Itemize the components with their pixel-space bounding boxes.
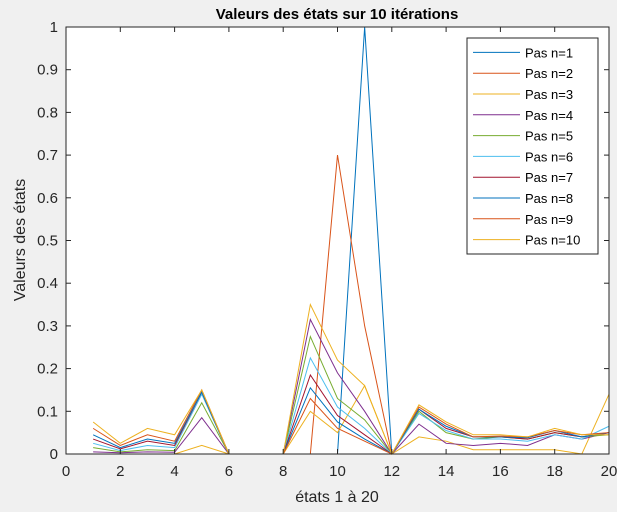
series-line-10 bbox=[92, 302, 609, 456]
y-tick-label: 0.3 bbox=[37, 318, 58, 335]
legend-label-5: Pas n=5 bbox=[525, 129, 573, 144]
x-tick-label: 16 bbox=[492, 463, 509, 480]
y-tick-label: 1 bbox=[50, 19, 58, 36]
legend-box bbox=[466, 37, 599, 255]
x-axis-label: états 1 à 20 bbox=[295, 489, 379, 506]
y-tick-label: 0.2 bbox=[37, 361, 58, 378]
legend-label-6: Pas n=6 bbox=[525, 149, 573, 164]
y-tick-label: 0.6 bbox=[37, 190, 58, 207]
legend-label-9: Pas n=9 bbox=[525, 212, 573, 227]
legend-label-8: Pas n=8 bbox=[525, 191, 573, 206]
x-tick-label: 14 bbox=[438, 463, 455, 480]
x-tick-label: 20 bbox=[601, 463, 617, 480]
chart-title: Valeurs des états sur 10 itérations bbox=[216, 6, 459, 23]
series-line-4 bbox=[93, 317, 610, 455]
series-line-8 bbox=[92, 386, 610, 455]
x-tick-label: 6 bbox=[225, 463, 233, 480]
legend-label-2: Pas n=2 bbox=[525, 66, 573, 81]
x-tick-label: 2 bbox=[116, 463, 124, 480]
y-tick-label: 0 bbox=[50, 446, 58, 463]
x-tick-label: 8 bbox=[279, 463, 287, 480]
y-axis-label: Valeurs des états bbox=[12, 179, 29, 301]
series-line-7 bbox=[92, 373, 610, 455]
legend-label-3: Pas n=3 bbox=[525, 87, 573, 102]
legend: Pas n=1 Pas n=2 Pas n=3 Pas n=4 Pas n=5 Pas n… bbox=[466, 37, 599, 255]
y-tick-label: 0.9 bbox=[37, 62, 58, 79]
series-line-6 bbox=[93, 356, 610, 455]
y-tick-label: 0.7 bbox=[37, 147, 58, 164]
x-tick-label: 4 bbox=[170, 463, 178, 480]
legend-label-7: Pas n=7 bbox=[525, 170, 573, 185]
x-tick-label: 10 bbox=[329, 463, 346, 480]
axes-layer: 0 2 4 6 8 10 12 14 16 18 20 0 0.1 0.2 0.3 0.4 0.5 0.6 0.7 0… bbox=[37, 19, 617, 480]
legend-label-1: Pas n=1 bbox=[525, 45, 573, 60]
x-tick-label: 12 bbox=[383, 463, 400, 480]
y-tick-label: 0.5 bbox=[37, 233, 58, 250]
legend-label-4: Pas n=4 bbox=[525, 108, 573, 123]
y-tick-label: 0.1 bbox=[37, 403, 58, 420]
y-tick-label: 0.8 bbox=[37, 104, 58, 121]
legend-label-10: Pas n=10 bbox=[525, 233, 580, 248]
x-tick-label: 18 bbox=[546, 463, 563, 480]
y-tick-label: 0.4 bbox=[37, 275, 58, 292]
x-tick-label: 0 bbox=[62, 463, 70, 480]
